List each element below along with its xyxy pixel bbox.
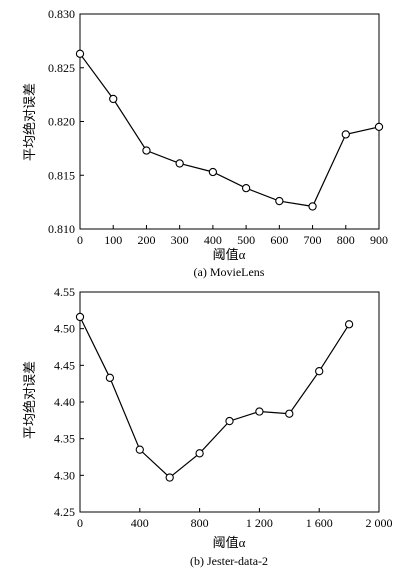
data-point [341, 130, 350, 139]
data-point [165, 473, 174, 482]
x-tick-label: 0 [77, 516, 83, 530]
series-line [79, 316, 350, 479]
y-tick-label: 4.25 [54, 505, 75, 519]
series-b [75, 312, 354, 482]
data-point [109, 94, 118, 104]
data-point [275, 196, 284, 206]
data-point [241, 183, 251, 193]
x-tick-label: 300 [171, 233, 189, 247]
y-tick-label: 4.40 [54, 395, 75, 409]
y-tick-label: 4.35 [54, 432, 75, 446]
data-point [374, 122, 384, 132]
x-tick-label: 2 000 [366, 516, 393, 530]
x-tick-label: 1 200 [246, 516, 273, 530]
x-tick-label: 600 [270, 233, 288, 247]
data-point [255, 407, 264, 416]
x-tick-label: 800 [337, 233, 355, 247]
x-tick-label: 400 [204, 233, 222, 247]
x-tick-label: 500 [237, 233, 255, 247]
data-point [344, 320, 354, 329]
y-tick-label: 4.50 [54, 322, 75, 336]
ticks-b: 0 400 800 1 200 1 600 2 000 4.25 4.30 4.35 4.40 4.… [54, 285, 393, 530]
y-tick-label: 0.820 [48, 115, 75, 129]
data-point [208, 167, 218, 177]
data-point [308, 202, 317, 211]
xlabel-a: 阈值α [213, 247, 246, 262]
plot-frame-b [79, 291, 380, 513]
data-point [142, 146, 151, 155]
y-tick-label: 4.55 [54, 285, 75, 299]
data-point [135, 445, 144, 454]
x-tick-label: 800 [191, 516, 209, 530]
y-tick-label: 4.45 [54, 358, 75, 372]
ylabel-a: 平均绝对误差 [22, 83, 37, 161]
ticks-a: 0 100 200 300 400 500 600 700 800 900 0.810 0.815 0.… [48, 7, 388, 247]
x-tick-label: 400 [131, 516, 149, 530]
chart-panel-a: 0 100 200 300 400 500 600 700 800 900 0.810 0.815 0.… [22, 7, 388, 279]
data-point [175, 159, 184, 168]
data-point [75, 49, 85, 58]
y-tick-label: 0.825 [48, 61, 75, 75]
data-point [75, 312, 85, 322]
x-tick-label: 700 [304, 233, 322, 247]
data-point [105, 373, 115, 382]
chart-panel-b: 0 400 800 1 200 1 600 2 000 4.25 4.30 4.35 4.40 4.… [22, 285, 393, 568]
y-tick-label: 0.810 [48, 222, 75, 236]
caption-a: (a) MovieLens [194, 265, 265, 279]
data-point [195, 449, 204, 458]
y-tick-label: 0.815 [48, 168, 75, 182]
series-a [75, 49, 384, 211]
data-point [225, 416, 234, 426]
x-tick-label: 900 [370, 233, 388, 247]
data-point [315, 367, 324, 376]
xlabel-b: 阈值α [213, 535, 246, 550]
x-tick-label: 0 [77, 233, 83, 247]
y-tick-label: 0.830 [48, 7, 75, 21]
x-tick-label: 1 600 [306, 516, 333, 530]
y-tick-label: 4.30 [54, 468, 75, 482]
x-tick-label: 200 [137, 233, 155, 247]
x-tick-label: 100 [104, 233, 122, 247]
series-line [79, 53, 380, 208]
caption-b: (b) Jester-data-2 [190, 554, 268, 568]
plot-frame-a [79, 13, 380, 230]
ylabel-b: 平均绝对误差 [22, 361, 37, 439]
data-point [285, 409, 294, 418]
